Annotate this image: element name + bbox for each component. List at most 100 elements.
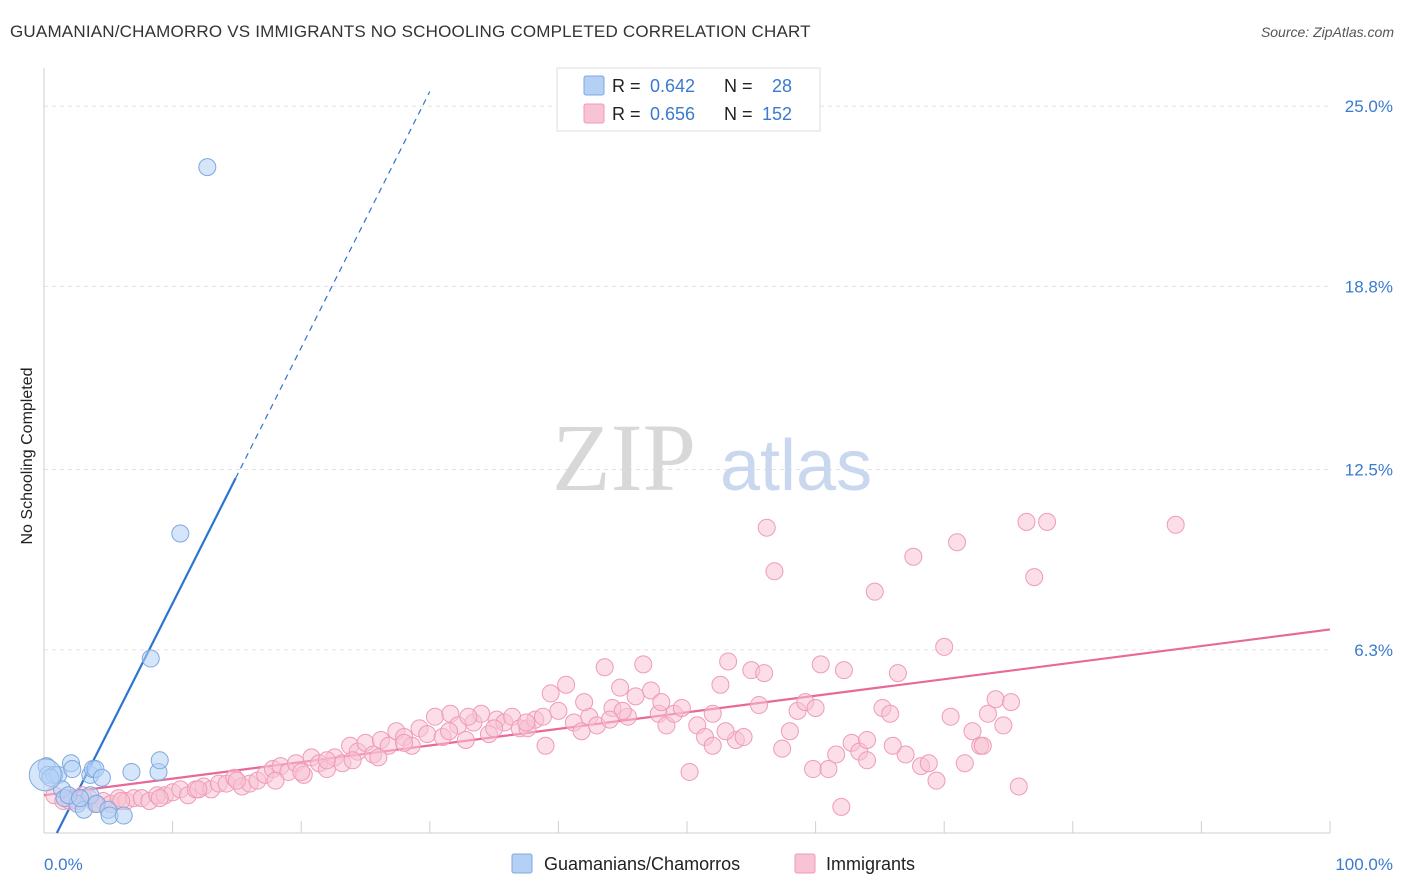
stats-n-label: N = <box>724 104 753 124</box>
immigrants-point <box>883 736 902 755</box>
immigrants-point <box>888 664 907 683</box>
immigrants-point <box>517 713 536 732</box>
immigrants-point <box>150 789 169 808</box>
immigrants-point <box>750 696 769 715</box>
y-tick-label: 25.0% <box>1345 97 1393 116</box>
immigrants-point <box>806 698 825 717</box>
immigrants-point <box>963 722 982 741</box>
immigrants-point <box>819 760 838 779</box>
immigrants-point <box>973 736 992 755</box>
immigrants-point <box>456 730 475 749</box>
immigrants-point <box>641 681 660 700</box>
immigrants-point <box>986 690 1005 709</box>
stats-legend-swatch-immigrants <box>583 103 605 124</box>
immigrants-point <box>459 707 478 726</box>
immigrants-point <box>652 693 671 712</box>
stats-n-value-guamanian: 28 <box>772 76 792 96</box>
immigrants-point <box>773 739 792 758</box>
immigrants-point <box>881 704 900 723</box>
stats-r-label: R = <box>612 104 641 124</box>
y-tick-label: 12.5% <box>1345 461 1393 480</box>
guamanian-points <box>28 158 217 825</box>
stats-legend: R = 0.642 N = 28 R = 0.656 N = 152 <box>556 67 821 132</box>
immigrants-point <box>919 754 938 773</box>
guamanian-point-cluster <box>28 758 62 792</box>
stats-r-value-immigrants: 0.656 <box>650 104 695 124</box>
immigrants-point <box>317 751 336 770</box>
immigrants-point <box>549 701 568 720</box>
immigrants-point <box>634 655 653 674</box>
immigrants-point <box>834 661 853 680</box>
immigrants-point <box>978 704 997 723</box>
x-tick-label-min: 0.0% <box>44 855 83 874</box>
chart-title: GUAMANIAN/CHAMORRO VS IMMIGRANTS NO SCHO… <box>10 22 811 41</box>
immigrants-points <box>45 512 1185 816</box>
immigrants-point <box>827 745 846 764</box>
immigrants-point <box>734 728 753 747</box>
immigrants-point <box>672 698 691 717</box>
immigrants-point <box>1025 568 1044 587</box>
guamanian-point <box>150 751 169 770</box>
gridlines <box>44 105 1330 651</box>
immigrants-point <box>485 719 504 738</box>
immigrants-point <box>780 722 799 741</box>
immigrants-point <box>1166 515 1185 534</box>
axes <box>43 68 1331 834</box>
immigrants-point <box>804 760 823 779</box>
guamanian-point <box>171 524 190 543</box>
immigrants-point <box>369 748 388 767</box>
immigrants-point <box>189 780 208 799</box>
guamanian-trend-extension <box>235 91 431 479</box>
immigrants-point <box>292 762 311 781</box>
immigrants-point <box>811 655 830 674</box>
immigrants-point <box>935 637 954 656</box>
immigrants-point <box>904 547 923 566</box>
source-credit: Source: ZipAtlas.com <box>1260 24 1394 40</box>
immigrants-point <box>994 716 1013 735</box>
immigrants-point <box>227 771 246 790</box>
watermark-zip: ZIP <box>552 404 696 511</box>
immigrants-point <box>941 707 960 726</box>
immigrants-point <box>425 707 444 726</box>
immigrants-point <box>536 736 555 755</box>
x-tick-label-max: 100.0% <box>1335 855 1393 874</box>
immigrants-point <box>927 771 946 790</box>
stats-n-value-immigrants: 152 <box>762 104 792 124</box>
guamanian-point <box>114 806 133 825</box>
immigrants-point <box>395 733 414 752</box>
immigrants-point <box>1002 693 1021 712</box>
immigrants-point <box>575 693 594 712</box>
immigrants-point <box>440 722 459 741</box>
immigrants-point <box>948 533 967 552</box>
immigrants-point <box>266 771 285 790</box>
guamanian-point <box>71 789 90 808</box>
immigrants-point <box>1009 777 1028 796</box>
immigrants-point <box>703 704 722 723</box>
immigrants-point <box>719 652 738 671</box>
immigrants-point <box>1038 512 1057 531</box>
y-tick-label: 6.3% <box>1354 641 1393 660</box>
stats-r-label: R = <box>612 76 641 96</box>
immigrants-point <box>572 722 591 741</box>
immigrants-point <box>541 684 560 703</box>
immigrants-point <box>896 745 915 764</box>
x-tick-labels: 0.0% 100.0% <box>44 855 1393 874</box>
immigrants-point <box>832 797 851 816</box>
immigrants-point <box>611 678 630 697</box>
immigrants-point <box>626 687 645 706</box>
immigrants-point <box>533 707 552 726</box>
immigrants-point <box>765 562 784 581</box>
immigrants-point <box>703 736 722 755</box>
stats-r-value-guamanian: 0.642 <box>650 76 695 96</box>
immigrants-point <box>955 754 974 773</box>
immigrants-point <box>757 518 776 537</box>
immigrants-point <box>613 701 632 720</box>
immigrants-point <box>418 725 437 744</box>
immigrants-point <box>595 658 614 677</box>
guamanian-point <box>122 762 141 781</box>
immigrants-point <box>711 675 730 694</box>
bottom-legend: Guamanians/Chamorros Immigrants <box>511 853 915 874</box>
immigrants-point <box>865 582 884 601</box>
y-tick-label: 18.8% <box>1345 277 1393 296</box>
